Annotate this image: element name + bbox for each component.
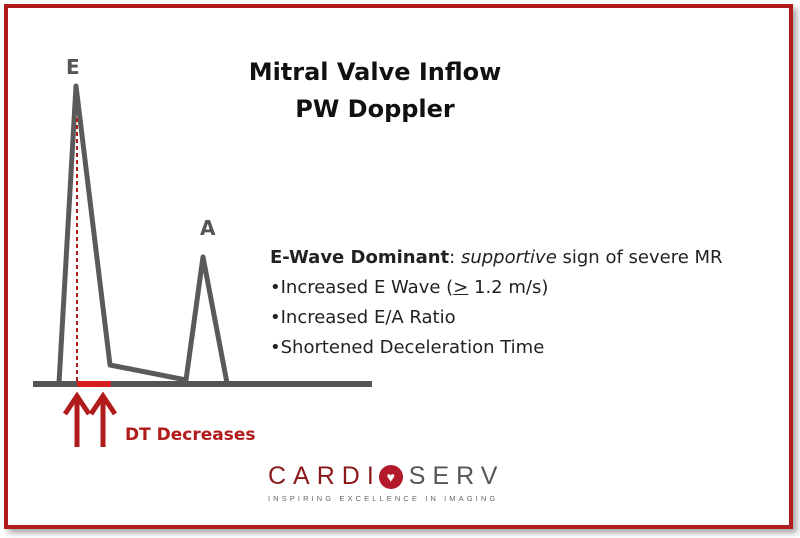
- logo-text-left: CARDI: [268, 462, 381, 490]
- gte-symbol: >: [453, 277, 469, 298]
- bullet-item: •Increased E/A Ratio: [270, 307, 456, 328]
- slide-frame: [4, 4, 793, 529]
- up-arrow-icon: [62, 391, 92, 447]
- bullet-item: •Increased E Wave (> 1.2 m/s): [270, 273, 723, 303]
- logo-tagline: INSPIRING EXCELLENCE IN IMAGING: [268, 494, 499, 503]
- cardioserv-logo: CARDI ♥ SERV INSPIRING EXCELLENCE IN IMA…: [268, 462, 508, 503]
- heading-colon: :: [449, 247, 461, 268]
- heading-bold: E-Wave Dominant: [270, 247, 450, 268]
- heading-italic: supportive: [460, 247, 557, 268]
- e-wave-label: E: [66, 55, 80, 79]
- waveform-line: [56, 83, 230, 386]
- description-heading: E-Wave Dominant: supportive sign of seve…: [270, 243, 723, 273]
- logo-wordmark: CARDI ♥ SERV: [268, 462, 508, 491]
- heading-rest: sign of severe MR: [556, 247, 723, 268]
- a-wave-label: A: [200, 216, 216, 240]
- up-arrow-icon: [88, 391, 118, 447]
- dt-decreases-label: DT Decreases: [125, 425, 256, 445]
- slide-title-line1: Mitral Valve Inflow: [248, 58, 502, 86]
- logo-text-right: SERV: [408, 462, 505, 490]
- bullet-item: •Shortened Deceleration Time: [270, 337, 545, 358]
- bullet-text: •Increased E Wave (: [270, 277, 454, 298]
- description-block: E-Wave Dominant: supportive sign of seve…: [270, 243, 723, 363]
- heart-icon: ♥: [378, 464, 403, 489]
- slide-title-line2: PW Doppler: [295, 95, 455, 123]
- bullet-text: 1.2 m/s): [468, 277, 549, 298]
